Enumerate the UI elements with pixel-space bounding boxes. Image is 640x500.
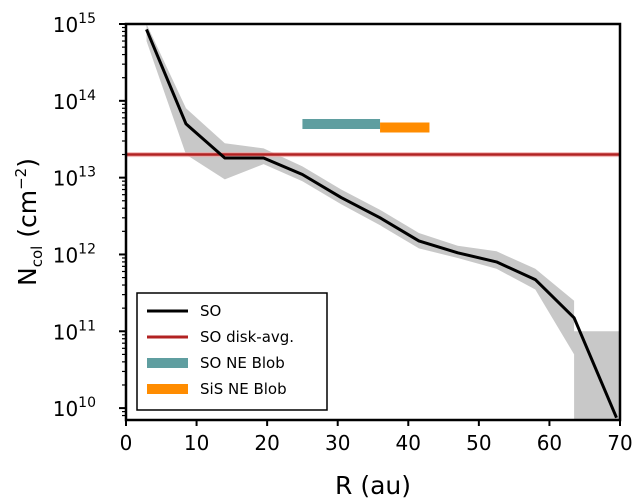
x-tick-label: 50 xyxy=(466,431,491,455)
y-tick-label: 1010 xyxy=(53,395,96,421)
legend-sis-ne-blob-label: SiS NE Blob xyxy=(200,380,287,398)
x-tick-label: 0 xyxy=(120,431,133,455)
y-tick-label: 1013 xyxy=(53,165,96,191)
x-tick-label: 70 xyxy=(607,431,632,455)
axes: 0 10 20 30 40 50 60 70 1010 1011 1012 1013 1014 1015 R… xyxy=(12,11,633,500)
legend-disk-avg-label: SO disk-avg. xyxy=(200,328,294,346)
x-axis-title: R (au) xyxy=(335,471,411,500)
y-tick-label: 1012 xyxy=(53,241,96,267)
legend-so-ne-blob-label: SO NE Blob xyxy=(200,354,285,372)
plot-frame xyxy=(124,22,622,422)
x-tick-label: 40 xyxy=(396,431,421,455)
x-tick-label: 20 xyxy=(254,431,279,455)
plot-area xyxy=(126,24,620,420)
legend-so-label: SO xyxy=(200,302,221,320)
legend: SO SO disk-avg. SO NE Blob SiS NE Blob xyxy=(136,292,328,411)
y-tick-label: 1011 xyxy=(53,318,96,344)
x-tick-label: 30 xyxy=(325,431,350,455)
y-tick-label: 1015 xyxy=(53,11,96,37)
x-tick-label: 10 xyxy=(184,431,209,455)
x-tick-label: 60 xyxy=(537,431,562,455)
so-line xyxy=(145,28,618,419)
plot-series xyxy=(126,24,620,420)
y-axis-title: Ncol (cm−2) xyxy=(12,158,46,286)
y-tick-label: 1014 xyxy=(53,88,96,114)
so-uncertainty-band xyxy=(146,24,620,420)
